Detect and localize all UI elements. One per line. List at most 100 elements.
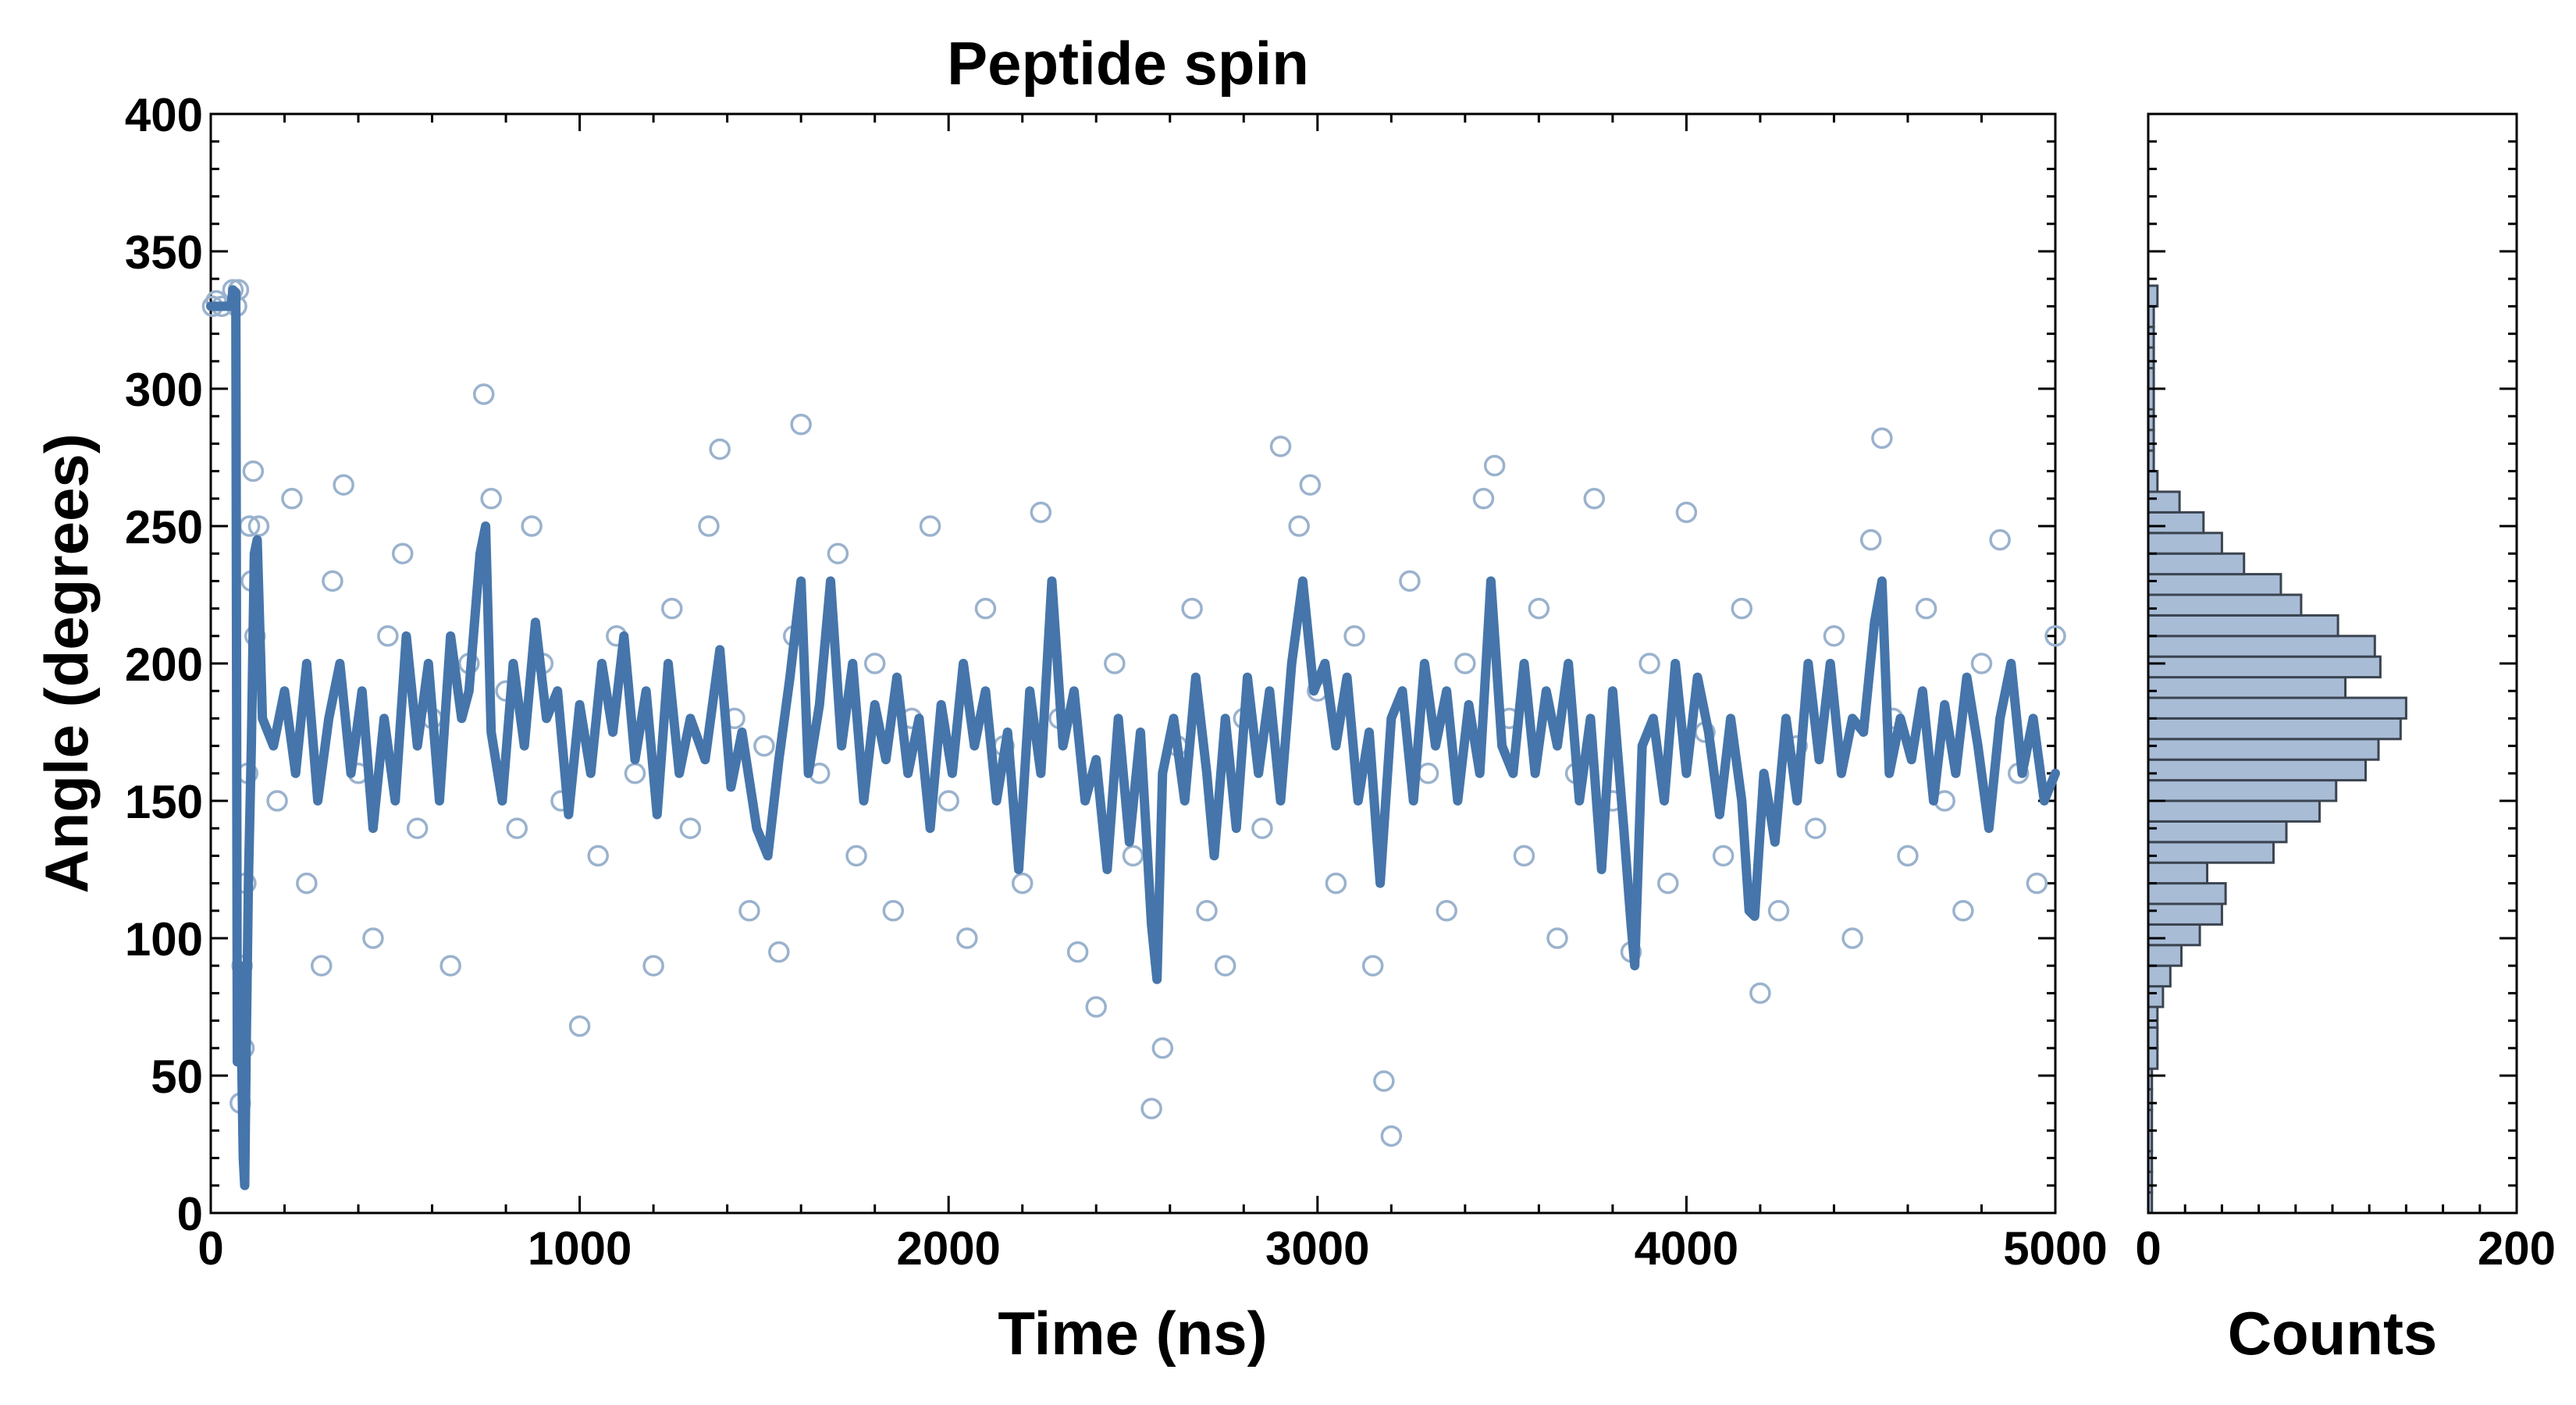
- histogram-bar: [2147, 964, 2172, 988]
- scatter-point: [1030, 501, 1052, 524]
- histogram-bar: [2147, 902, 2223, 926]
- histogram-bar: [2147, 717, 2402, 741]
- scatter-point: [480, 488, 502, 510]
- histogram-x-label: Counts: [2228, 1299, 2438, 1368]
- scatter-point: [587, 845, 609, 867]
- scatter-point: [242, 460, 265, 482]
- histogram-bar: [2147, 593, 2303, 617]
- histogram-bar: [2147, 676, 2347, 699]
- scatter-point: [1638, 653, 1660, 674]
- histogram-bar: [2147, 820, 2288, 844]
- scatter-point: [1181, 597, 1203, 620]
- y-tick-label: 0: [177, 1188, 203, 1240]
- scatter-point: [845, 845, 867, 867]
- scatter-point: [1915, 597, 1937, 620]
- main-axis-ticks: 0 1000 2000 3000 4000 5000 0 50 100 150 200 250 300 3…: [125, 89, 2108, 1275]
- scatter-point: [311, 955, 333, 976]
- scatter-point: [506, 817, 528, 839]
- scatter-point: [1528, 597, 1550, 620]
- scatter-point: [679, 817, 702, 839]
- scatter-point: [827, 542, 849, 564]
- histogram-bar: [2147, 552, 2246, 576]
- scatter-point: [1122, 845, 1144, 867]
- scatter-point: [1399, 570, 1421, 592]
- histogram-bar: [2147, 758, 2367, 782]
- scatter-point: [2026, 872, 2048, 895]
- scatter-point: [919, 515, 941, 537]
- y-tick-label: 300: [125, 364, 203, 416]
- scatter-point: [1712, 845, 1735, 867]
- histogram-bar: [2147, 799, 2321, 823]
- scatter-point: [698, 515, 720, 537]
- scatter-point: [1952, 900, 1974, 922]
- scatter-point: [1361, 955, 1384, 976]
- scatter-point: [1805, 817, 1827, 839]
- scatter-point: [1472, 488, 1495, 510]
- histogram-bar: [2147, 635, 2376, 658]
- x-tick-label: 2000: [896, 1222, 1000, 1275]
- scatter-point: [956, 927, 978, 949]
- histogram-bar: [2147, 655, 2382, 679]
- y-tick-label: 150: [125, 776, 203, 828]
- histogram-bar: [2147, 861, 2209, 885]
- x-tick-label: 1000: [528, 1222, 632, 1275]
- histogram-bar: [2147, 923, 2201, 947]
- scatter-point: [1214, 955, 1236, 976]
- scatter-point: [1104, 653, 1126, 674]
- scatter-point: [974, 597, 997, 620]
- scatter-point: [768, 941, 790, 963]
- scatter-point: [1675, 501, 1698, 524]
- scatter-point: [1749, 982, 1771, 1005]
- y-axis-label: Angle (degrees): [32, 433, 101, 893]
- scatter-point: [1454, 653, 1476, 674]
- scatter-point: [938, 790, 959, 812]
- histogram-bars: [2147, 284, 2407, 1215]
- scatter-point: [1085, 996, 1107, 1018]
- scatter-point: [624, 763, 646, 784]
- scatter-point: [709, 438, 731, 461]
- scatter-point: [1731, 597, 1753, 620]
- scatter-point: [1343, 625, 1365, 647]
- chart-title: Peptide spin: [947, 29, 1309, 98]
- scatter-point: [406, 817, 429, 839]
- histogram-bar: [2147, 841, 2275, 864]
- scatter-point: [296, 872, 318, 895]
- y-tick-label: 50: [151, 1051, 203, 1103]
- histogram-bar: [2147, 696, 2407, 720]
- y-tick-label: 400: [125, 89, 203, 141]
- scatter-point: [1871, 427, 1893, 450]
- scatter-point: [1299, 474, 1322, 496]
- histogram-bar: [2147, 882, 2227, 905]
- x-tick-label: 4000: [1635, 1222, 1738, 1275]
- scatter-point: [1483, 454, 1506, 477]
- scatter-point: [1841, 927, 1863, 949]
- histogram-bar: [2147, 614, 2339, 638]
- scatter-point: [472, 383, 495, 405]
- scatter-point: [1859, 528, 1882, 551]
- x-tick-label: 0: [197, 1222, 223, 1275]
- scatter-point: [1546, 927, 1568, 949]
- histogram-bar: [2147, 532, 2223, 555]
- scatter-point: [1767, 900, 1790, 922]
- scatter-point: [738, 900, 760, 922]
- scatter-point: [790, 414, 812, 436]
- scatter-point: [753, 735, 775, 757]
- scatter-point: [1583, 488, 1605, 510]
- scatter-point: [281, 488, 303, 510]
- scatter-point: [661, 597, 683, 620]
- scatter-point: [2044, 625, 2066, 647]
- scatter-point: [1970, 653, 1993, 674]
- y-tick-label: 350: [125, 226, 203, 279]
- histogram-bar: [2147, 470, 2159, 493]
- y-tick-label: 250: [125, 501, 203, 553]
- scatter-point: [1066, 941, 1089, 963]
- scatter-point: [1288, 515, 1310, 537]
- scatter-point: [377, 625, 399, 647]
- scatter-point: [362, 927, 384, 949]
- scatter-point: [439, 955, 461, 976]
- scatter-point: [1989, 528, 2011, 551]
- scatter-point: [1657, 872, 1679, 895]
- histogram-axis-ticks: 0 200: [2135, 112, 2556, 1275]
- scatter-point: [1436, 900, 1457, 922]
